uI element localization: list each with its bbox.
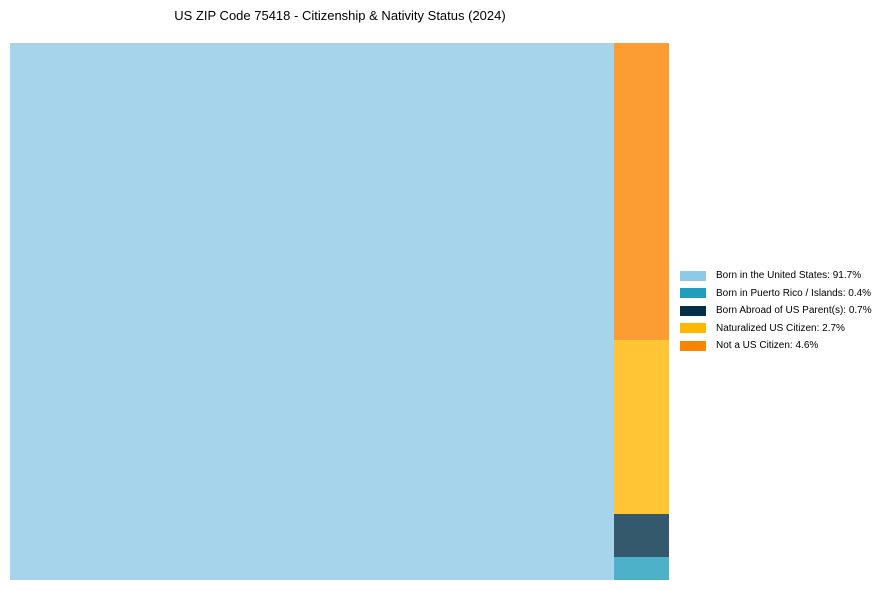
treemap-tile	[614, 340, 669, 514]
legend-swatch	[680, 270, 706, 281]
legend-label: Born Abroad of US Parent(s): 0.7%	[716, 305, 872, 317]
treemap-tile	[10, 43, 614, 580]
legend-item: Born Abroad of US Parent(s): 0.7%	[680, 302, 872, 320]
legend-swatch	[680, 305, 706, 316]
legend-label: Born in the United States: 91.7%	[716, 270, 862, 282]
legend-item: Born in the United States: 91.7%	[680, 267, 872, 285]
legend-label: Not a US Citizen: 4.6%	[716, 340, 819, 352]
legend: Born in the United States: 91.7% Born in…	[680, 267, 872, 355]
legend-item: Naturalized US Citizen: 2.7%	[680, 320, 872, 338]
legend-swatch	[680, 288, 706, 299]
legend-label: Naturalized US Citizen: 2.7%	[716, 322, 845, 334]
chart-title: US ZIP Code 75418 - Citizenship & Nativi…	[174, 8, 506, 23]
legend-swatch	[680, 340, 706, 351]
treemap-tile	[614, 43, 669, 340]
legend-label: Born in Puerto Rico / Islands: 0.4%	[716, 287, 872, 299]
treemap-tile	[614, 557, 669, 580]
treemap-tile	[614, 514, 669, 557]
legend-swatch	[680, 323, 706, 334]
legend-item: Born in Puerto Rico / Islands: 0.4%	[680, 285, 872, 303]
legend-item: Not a US Citizen: 4.6%	[680, 337, 872, 355]
